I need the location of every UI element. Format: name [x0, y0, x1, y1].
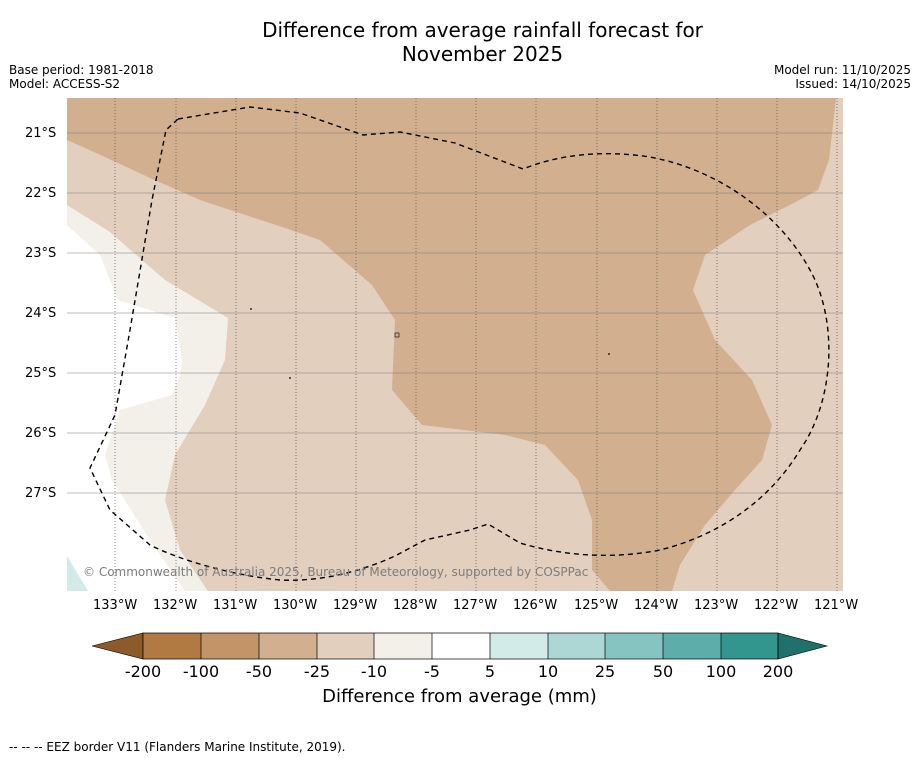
title-line-2: November 2025 — [401, 42, 564, 66]
graticule — [114, 98, 838, 591]
colorbar-segment — [490, 633, 548, 659]
rain-band-minus5-plus5 — [67, 225, 185, 591]
map-area — [67, 98, 843, 591]
lon-label: 126°W — [513, 598, 558, 613]
colorbar-title: Difference from average (mm) — [322, 686, 597, 707]
lon-label: 133°W — [93, 598, 138, 613]
colorbar-segment — [259, 633, 317, 659]
colorbar-tick: -10 — [360, 662, 388, 681]
colorbar-tick: 50 — [652, 662, 674, 681]
colorbar-tick: -100 — [182, 662, 220, 681]
lon-label: 130°W — [273, 598, 318, 613]
colorbar-segment — [317, 633, 374, 659]
base-period: Base period: 1981-2018 — [9, 63, 154, 77]
map-title: Difference from average rainfall forecas… — [0, 18, 919, 66]
colorbar-dividers — [142, 632, 779, 660]
lat-label: 25°S — [25, 366, 57, 381]
lon-label: 125°W — [574, 598, 619, 613]
rain-band-plus5-plus10 — [67, 556, 88, 591]
lon-label: 122°W — [754, 598, 799, 613]
colorbar — [91, 632, 829, 660]
island-marker — [608, 353, 610, 355]
colorbar-segment — [374, 633, 432, 659]
colorbar-segment — [432, 633, 490, 659]
island-marker — [289, 377, 291, 379]
lon-label: 127°W — [453, 598, 498, 613]
colorbar-extend-high — [777, 632, 829, 660]
rain-band-minus50-minus25 — [67, 98, 836, 591]
title-line-1: Difference from average rainfall forecas… — [262, 18, 703, 42]
model-run: Model run: 11/10/2025 — [773, 63, 911, 77]
lon-label: 132°W — [153, 598, 198, 613]
lat-label: 23°S — [25, 246, 57, 261]
colorbar-tick: 200 — [762, 662, 794, 681]
island-marker — [250, 308, 252, 310]
colorbar-segment — [605, 633, 663, 659]
lon-label: 129°W — [333, 598, 378, 613]
latitude-lines — [67, 132, 843, 494]
colorbar-segment — [548, 633, 605, 659]
island-marker — [394, 332, 400, 338]
colorbar-extend-low — [91, 632, 144, 660]
lat-label: 26°S — [25, 426, 57, 441]
colorbar-tick: -50 — [245, 662, 273, 681]
lon-label: 123°W — [694, 598, 739, 613]
colorbar-tick: 10 — [537, 662, 559, 681]
copyright-notice: © Commonwealth of Australia 2025, Bureau… — [83, 565, 589, 579]
meta-right: Model run: 11/10/2025 Issued: 14/10/2025 — [774, 63, 911, 91]
lon-label: 131°W — [213, 598, 258, 613]
model-name: Model: ACCESS-S2 — [9, 77, 121, 91]
lat-label: 27°S — [25, 486, 57, 501]
lon-label: 128°W — [393, 598, 438, 613]
lat-label: 22°S — [25, 186, 57, 201]
eez-footnote: -- -- -- EEZ border V11 (Flanders Marine… — [9, 740, 346, 754]
meta-left: Base period: 1981-2018 Model: ACCESS-S2 — [9, 63, 154, 91]
colorbar-segment — [201, 633, 259, 659]
colorbar-tick: 100 — [705, 662, 737, 681]
colorbar-segment — [721, 633, 778, 659]
lat-label: 21°S — [25, 126, 57, 141]
colorbar-tick: 5 — [484, 662, 496, 681]
colorbar-tick: -200 — [124, 662, 162, 681]
colorbar-tick: -5 — [424, 662, 440, 681]
colorbar-segment — [663, 633, 721, 659]
issued-date: Issued: 14/10/2025 — [795, 77, 911, 91]
lat-label: 24°S — [25, 306, 57, 321]
colorbar-segment — [143, 633, 201, 659]
colorbar-tick: -25 — [303, 662, 331, 681]
lon-label: 121°W — [814, 598, 859, 613]
lon-label: 124°W — [634, 598, 679, 613]
colorbar-tick: 25 — [594, 662, 616, 681]
